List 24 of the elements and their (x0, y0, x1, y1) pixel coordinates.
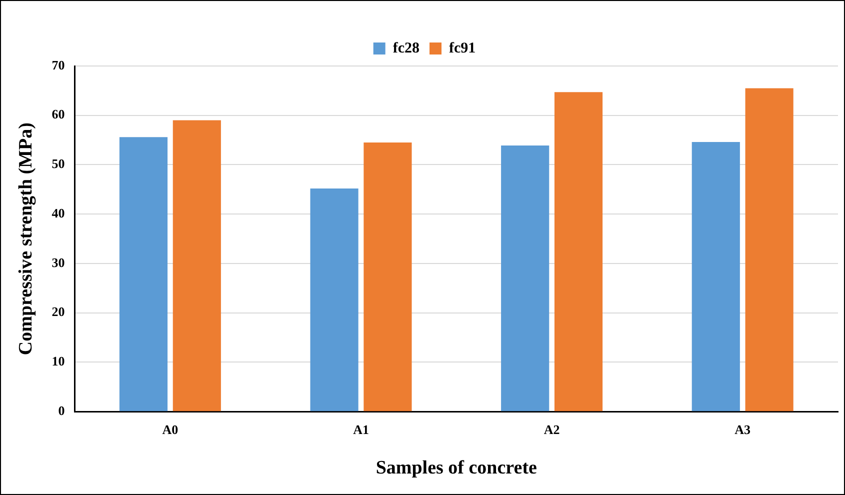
y-tick-label: 40 (52, 205, 65, 220)
y-tick-label: 70 (52, 57, 65, 72)
bar (554, 92, 603, 412)
y-tick-label: 50 (52, 156, 65, 172)
bar (692, 142, 740, 412)
x-tick-label: A0 (162, 422, 178, 437)
bar (310, 188, 358, 412)
bar (745, 88, 794, 412)
y-tick-label: 20 (52, 304, 65, 320)
bar (501, 145, 550, 412)
x-axis-title: Samples of concrete (376, 458, 537, 479)
x-tick-label: A2 (544, 422, 560, 437)
bar (364, 142, 412, 412)
y-tick-label: 0 (58, 402, 65, 418)
bar (172, 120, 221, 412)
bar (119, 137, 168, 412)
y-axis-title: Compressive strength (MPa) (15, 122, 36, 356)
legend-label: fc28 (392, 40, 420, 56)
y-tick-label: 30 (52, 254, 65, 270)
legend-label: fc91 (449, 40, 476, 56)
x-tick-label: A3 (734, 422, 752, 437)
y-tick-label: 10 (52, 354, 65, 369)
x-tick-label: A1 (353, 422, 369, 437)
y-tick-label: 60 (52, 106, 65, 122)
